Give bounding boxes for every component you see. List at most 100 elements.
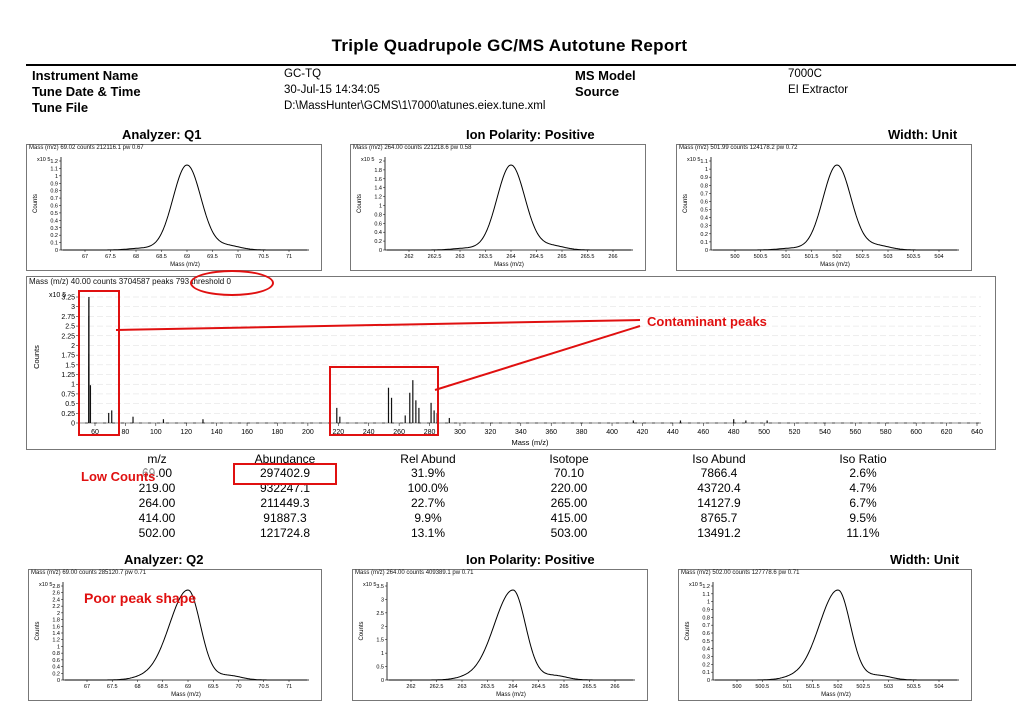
q2-plot-2-ytick: 0.2 [702,662,710,668]
q2-plot-0-xtick: 71 [286,684,292,690]
q2-plot-1-xtick: 263 [457,684,466,690]
scan-ytick: 0.75 [61,391,75,398]
scan-ytick: 0.25 [61,411,75,418]
q2-plot-0-xtick: 67.5 [107,684,118,690]
scan-xtick: 380 [576,429,588,436]
scan-xtick: 80 [122,429,130,436]
q2-plot-0-xtick: 70.5 [258,684,269,690]
q2-plot-0-ytick: 1 [57,644,60,650]
q2-plot-0-ytick: 1.6 [52,624,60,630]
q2-plot-2-xtick: 502 [833,684,842,690]
full-scan-spectrum: Mass (m/z) 40.00 counts 3704587 peaks 79… [26,276,996,450]
scan-xtick: 280 [424,429,436,436]
q2-plot-2-ytick: 0.5 [702,639,710,645]
q2-plot-1-xtick: 262 [406,684,415,690]
q1-plot-1-ytick: 0 [379,248,382,254]
q1-plot-1-profile-line [387,164,631,251]
q2-plot-2-ytick: 0.9 [702,608,710,614]
table-cell-rel-abund: 13.1% [410,526,446,540]
scan-xtick: 440 [667,429,679,436]
q2-plot-2-ytick: 0 [707,678,710,684]
q1-plot-1-xtick: 266 [608,254,617,260]
q1-plot-2-ytick: 0.3 [700,224,708,230]
q1-plot-1-ytick: 1.4 [374,186,382,192]
q2-plot-1-ytick: 3 [381,597,384,603]
scan-ytick: 0.5 [65,401,75,408]
q1-plot-2-xtick: 501 [781,254,790,260]
q2-plot-1-xtick: 266 [610,684,619,690]
q1-plot-2-xtick: 502 [832,254,841,260]
q2-plot-0-xtick: 70 [235,684,241,690]
table-cell-iso-abund: 43720.4 [697,481,741,495]
scan-xtick: 400 [606,429,618,436]
table-cell-isotope: 70.10 [553,466,585,480]
q1-plot-1-ytick: 0.8 [374,212,382,218]
col-header-iso-abund: Iso Abund [692,452,746,466]
q1-plot-0-xtick: 69.5 [207,254,218,260]
q1-polarity-label: Ion Polarity: Positive [466,127,595,142]
q1-plot-1-ylabel: Counts [357,194,363,213]
q1-plot-0-xtick: 67 [82,254,88,260]
table-cell-abundance: 121724.8 [259,526,311,540]
scan-ytick: 0 [71,421,75,428]
q2-plot-1-ytick: 2.5 [376,611,384,617]
q1-width-label: Width: Unit [888,127,958,142]
q2-plot-2-xlabel: Mass (m/z) [821,692,851,698]
scan-ytick: 2.75 [61,314,75,321]
q1-plot-1-exponent: x10 5 [361,157,374,163]
q2-plot-1-profile-line [389,589,633,681]
scan-xtick: 140 [211,429,223,436]
q1-plot-2-xtick: 504 [934,254,943,260]
q2-plot-0-ytick: 0.8 [52,651,60,657]
q1-plot-0-xtick: 67.5 [105,254,116,260]
table-cell-iso-abund: 13491.2 [697,526,741,540]
q1-plot-0-xtick: 71 [286,254,292,260]
table-cell-iso-ratio: 4.7% [849,481,877,495]
q2-plot-2-xtick: 501 [783,684,792,690]
q1-plot-0-ylabel: Counts [33,194,39,213]
q2-plot-1-svg: x10 5 3.5 3 2.5 2 1.5 1 0.5 0 262 262.5 263 263.5 264… [359,582,635,698]
q2-plot-2-xtick: 502.5 [856,684,870,690]
q1-plot-0-profile-line [63,164,307,251]
source-label: Source [575,84,620,99]
instrument-name-value: GC-TQ [284,68,322,80]
arrow-line-low [115,319,641,331]
table-cell-iso-ratio: 2.6% [849,466,877,480]
q2-plot-2-ytick: 1.2 [702,584,710,590]
table-cell-isotope: 265.00 [550,496,588,510]
q2-plot-2-xtick: 501.5 [806,684,820,690]
q2-plot-2-xtick: 500.5 [755,684,769,690]
q2-plot-1-header: Mass (m/z) 264.00 counts 409389.1 pw 0.7… [355,570,474,576]
arrow-line-mid [434,325,641,391]
q2-plot-0-ytick: 2.2 [52,604,60,610]
q1-plot-1-xtick: 264 [506,254,515,260]
scan-xtick: 360 [545,429,557,436]
scan-xtick: 640 [971,429,983,436]
q2-plot-0-ytick: 1.8 [52,618,60,624]
q2-plot-2-ytick: 0.1 [702,670,710,676]
q1-peak-plot-69: Mass (m/z) 69.02 counts 212116.1 pw 0.67… [26,144,322,271]
col-header-isotope: Isotope [549,452,589,466]
q1-plot-2-ytick: 0.1 [700,240,708,246]
scan-ytick: 1.5 [65,362,75,369]
ms-model-value: 7000C [788,68,822,80]
q2-plot-1-ytick: 2 [381,624,384,630]
q2-peak-plot-69: Mass (m/z) 69.00 counts 285120.7 pw 0.71… [28,569,322,701]
q1-plot-0-xtick: 69 [184,254,190,260]
scan-xtick: 580 [880,429,892,436]
q1-plot-0-ytick: 0.5 [50,211,58,217]
q2-peak-plot-264: Mass (m/z) 264.00 counts 409389.1 pw 0.7… [352,569,648,701]
q1-plot-2-ytick: 0.9 [700,175,708,181]
table-cell-abundance: 211449.3 [260,496,310,510]
instrument-name-label: Instrument Name [32,68,139,83]
table-cell-rel-abund: 100.0% [407,481,449,495]
q1-plot-2-ytick: 0.2 [700,232,708,238]
scan-xtick: 160 [241,429,253,436]
source-value: EI Extractor [788,84,849,96]
scan-xlabel: Mass (m/z) [511,438,549,447]
table-cell-isotope: 220.00 [550,481,588,495]
scan-ytick: 1.25 [61,372,75,379]
q2-plot-0-ytick: 1.2 [52,638,60,644]
q2-plot-2-ytick: 0.7 [702,623,710,629]
